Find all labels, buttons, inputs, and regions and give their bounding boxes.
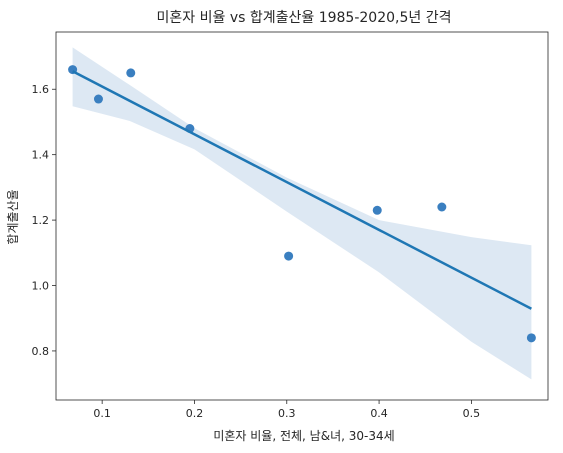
plot-area [68, 47, 536, 380]
x-tick-label: 0.4 [370, 407, 388, 420]
scatter-points [68, 65, 536, 343]
y-tick-label: 0.8 [32, 345, 50, 358]
data-point [372, 205, 382, 215]
x-axis-ticks: 0.1 0.2 0.3 0.4 0.5 [93, 400, 480, 420]
data-point [284, 251, 294, 261]
y-tick-label: 1.2 [32, 214, 50, 227]
x-tick-label: 0.5 [463, 407, 481, 420]
x-axis-label: 미혼자 비율, 전체, 남&녀, 30-34세 [213, 429, 394, 443]
x-tick-label: 0.3 [278, 407, 296, 420]
x-tick-label: 0.2 [186, 407, 204, 420]
x-tick-label: 0.1 [93, 407, 111, 420]
chart-title: 미혼자 비율 vs 합계출산율 1985-2020,5년 간격 [157, 10, 452, 26]
y-tick-label: 1.0 [32, 280, 50, 293]
regression-line [72, 70, 532, 310]
data-point [437, 202, 447, 212]
data-point [126, 68, 136, 78]
y-tick-label: 1.4 [32, 149, 50, 162]
confidence-band [72, 47, 532, 380]
y-axis-label: 합계출산율 [6, 189, 20, 244]
y-axis-ticks: 0.8 1.0 1.2 1.4 1.6 [32, 83, 56, 358]
data-point [526, 333, 536, 343]
plot-frame [55, 31, 549, 401]
y-tick-label: 1.6 [32, 83, 50, 96]
data-point [93, 94, 103, 104]
